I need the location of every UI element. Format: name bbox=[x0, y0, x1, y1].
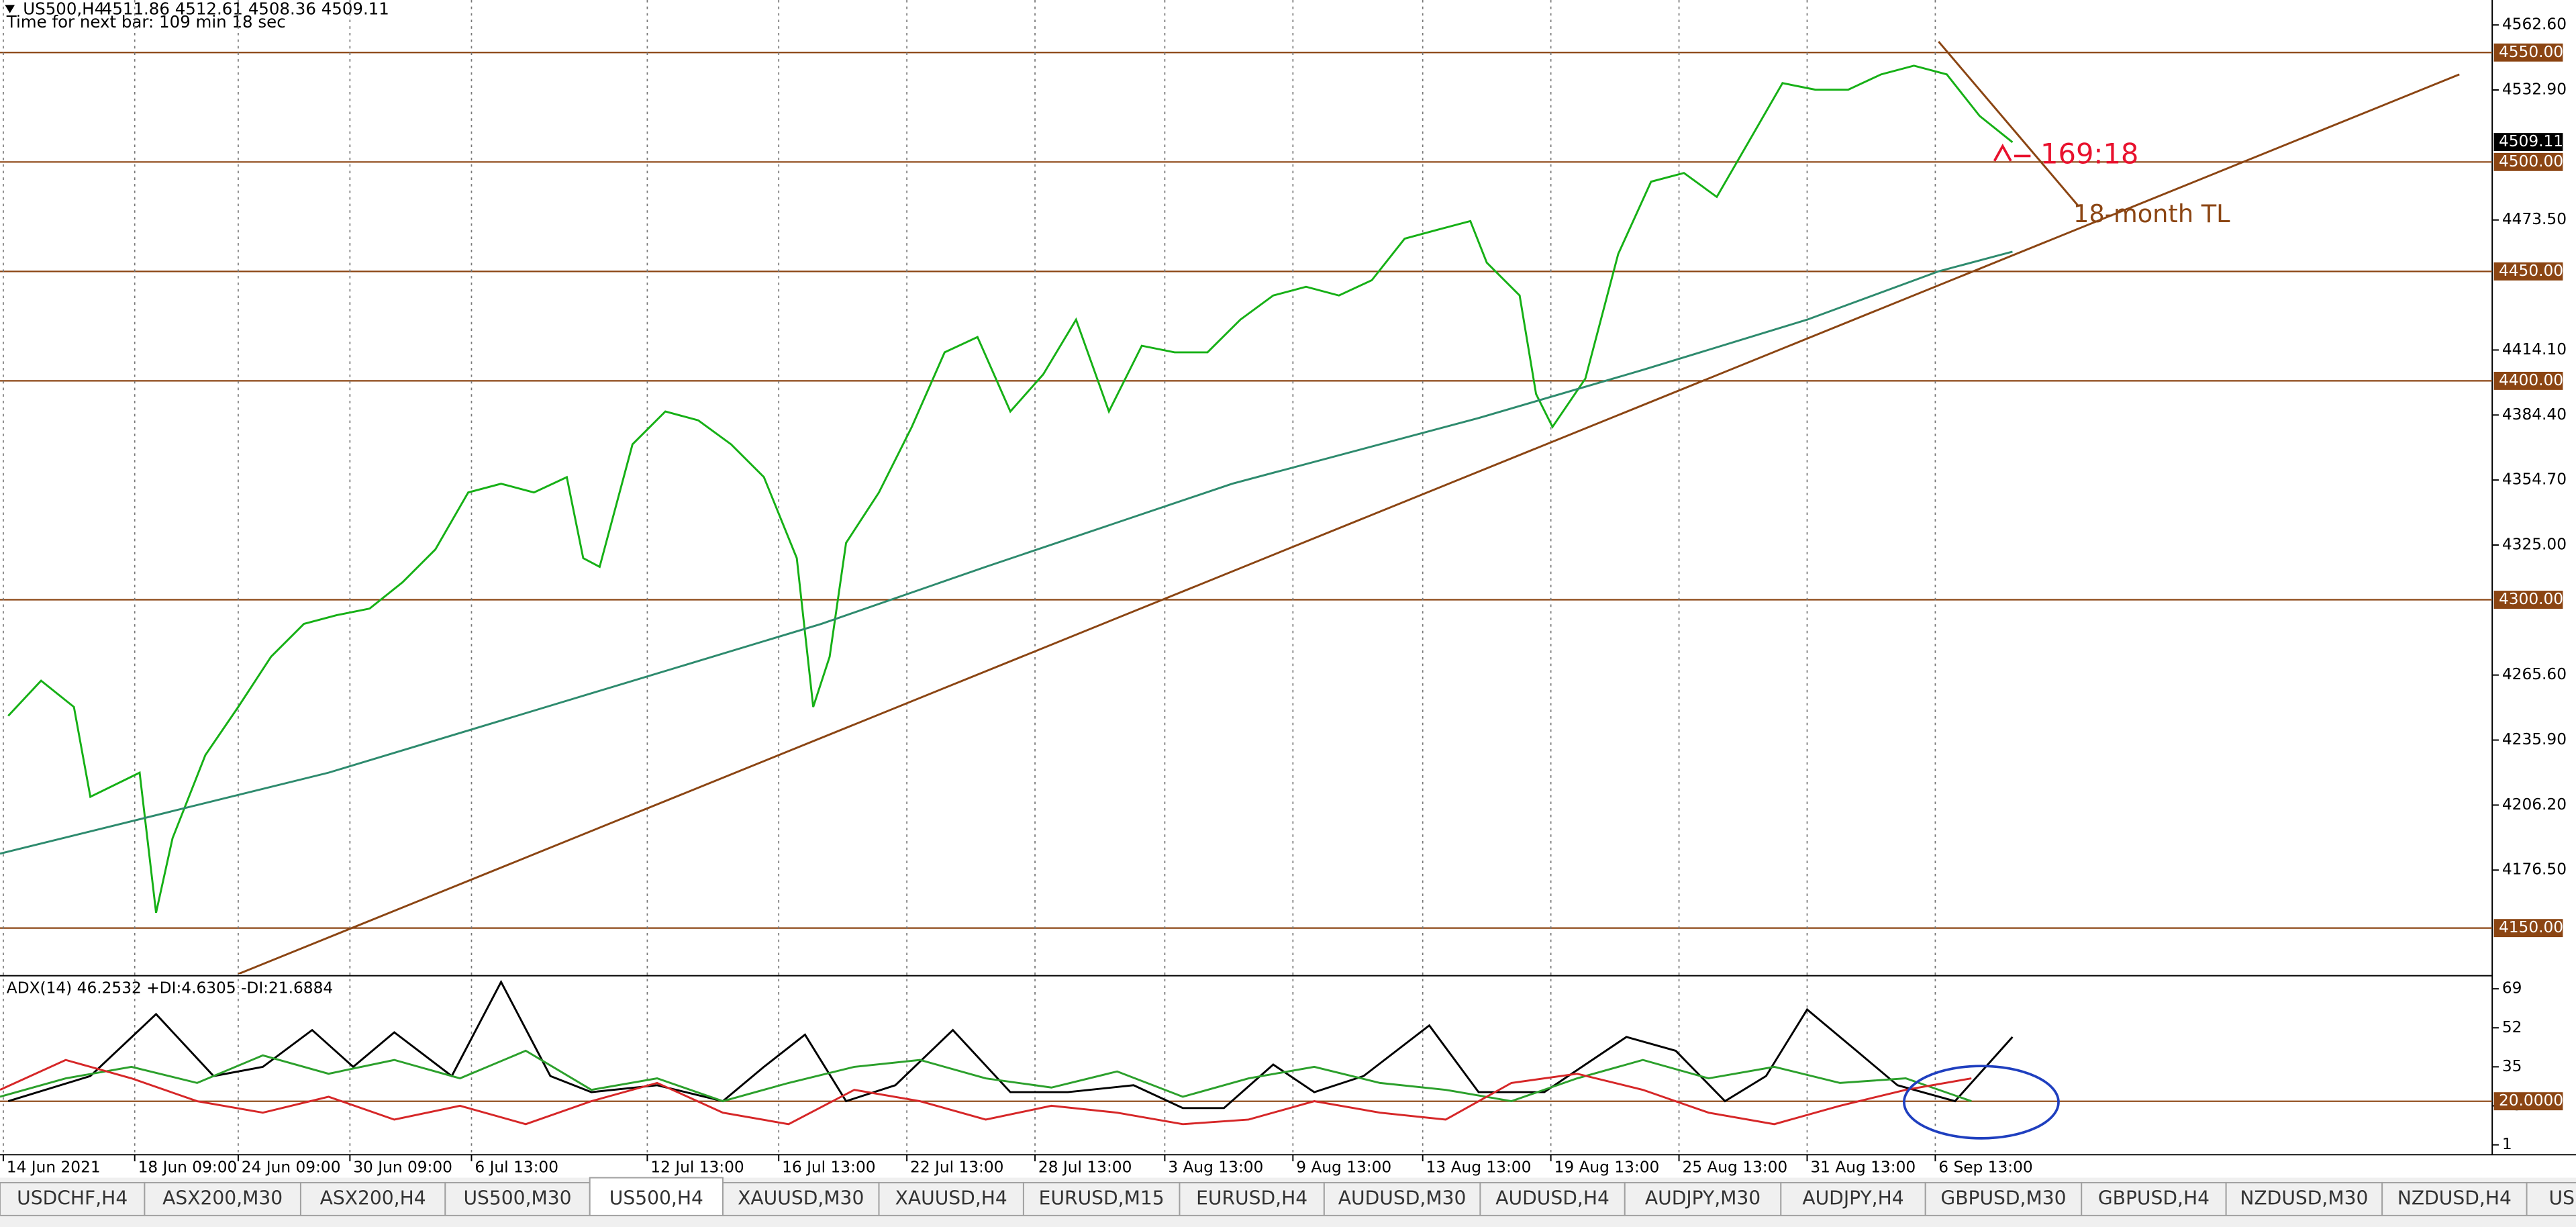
x-tick-label: 9 Aug 13:00 bbox=[1296, 1158, 1391, 1176]
tab-label[interactable]: USI bbox=[2548, 1187, 2576, 1209]
x-tick-label: 18 Jun 09:00 bbox=[138, 1158, 238, 1176]
tab-label[interactable]: ASX200,H4 bbox=[320, 1187, 426, 1209]
level-label: 4550.00 bbox=[2499, 43, 2563, 61]
y-tick-label: 4176.50 bbox=[2502, 861, 2567, 879]
tab-label[interactable]: GBPUSD,M30 bbox=[1940, 1187, 2066, 1209]
level-box bbox=[2493, 919, 2563, 938]
x-tick-label: 14 Jun 2021 bbox=[7, 1158, 101, 1176]
x-tick-label: 22 Jul 13:00 bbox=[910, 1158, 1003, 1176]
tab-label[interactable]: AUDJPY,M30 bbox=[1645, 1187, 1761, 1209]
series-line bbox=[7, 979, 2014, 1110]
tab-label[interactable]: AUDJPY,H4 bbox=[1802, 1187, 1903, 1209]
level-label: 4500.00 bbox=[2499, 152, 2563, 170]
tab-label[interactable]: NZDUSD,M30 bbox=[2240, 1187, 2368, 1209]
tab[interactable] bbox=[589, 1177, 724, 1216]
y-tick-label: 4325.00 bbox=[2502, 535, 2567, 553]
tab-label[interactable]: XAUUSD,H4 bbox=[895, 1187, 1007, 1209]
x-tick-label: 28 Jul 13:00 bbox=[1038, 1158, 1132, 1176]
y-tick-label: 4265.60 bbox=[2502, 665, 2567, 683]
last-price-label: 4509.11 bbox=[2499, 132, 2563, 150]
tab[interactable] bbox=[1924, 1181, 2083, 1216]
series-line bbox=[0, 1049, 1972, 1103]
y-tick-label: 4562.60 bbox=[2502, 15, 2567, 34]
countdown-label: 169:18 bbox=[2040, 137, 2138, 170]
tab[interactable] bbox=[0, 1181, 146, 1216]
level-label: 4300.00 bbox=[2499, 590, 2563, 608]
tab-label[interactable]: NZDUSD,H4 bbox=[2397, 1187, 2512, 1209]
tab[interactable] bbox=[2225, 1181, 2383, 1216]
tab[interactable] bbox=[1780, 1181, 1926, 1216]
tab-label[interactable]: XAUUSD,M30 bbox=[738, 1187, 864, 1209]
tab-label[interactable]: EURUSD,H4 bbox=[1196, 1187, 1307, 1209]
tab[interactable] bbox=[1323, 1181, 1481, 1216]
timer: Time for next bar: 109 min 18 sec bbox=[6, 12, 286, 32]
symbol: US500,H4 bbox=[23, 0, 105, 19]
tab[interactable] bbox=[2381, 1181, 2528, 1216]
tab-label[interactable]: ASX200,M30 bbox=[162, 1187, 283, 1209]
ohlc: 4511.86 4512.61 4508.36 4509.11 bbox=[102, 0, 389, 19]
y-tick-label: 4354.70 bbox=[2502, 471, 2567, 489]
y-tick-label: 4235.90 bbox=[2502, 730, 2567, 748]
tab[interactable] bbox=[1022, 1181, 1181, 1216]
x-tick-label: 6 Jul 13:00 bbox=[475, 1158, 558, 1176]
level-box bbox=[2493, 262, 2563, 281]
level-box bbox=[2493, 1092, 2563, 1111]
y-tick-label: 4414.10 bbox=[2502, 340, 2567, 358]
highlight-ellipse bbox=[1903, 1065, 2060, 1140]
menu-triangle bbox=[5, 5, 15, 13]
level-label: 4450.00 bbox=[2499, 262, 2563, 280]
tab-label[interactable]: AUDUSD,M30 bbox=[1338, 1187, 1467, 1209]
trendline-label: 18-month TL bbox=[2073, 199, 2230, 228]
y-tick-label: 4532.90 bbox=[2502, 81, 2567, 99]
series-line bbox=[7, 64, 2014, 914]
x-tick-label: 24 Jun 09:00 bbox=[242, 1158, 341, 1176]
level-box bbox=[2493, 152, 2563, 171]
x-tick-label: 13 Aug 13:00 bbox=[1426, 1158, 1532, 1176]
level-box bbox=[2493, 371, 2563, 390]
series-line bbox=[1938, 40, 2079, 207]
tab-label[interactable]: EURUSD,M15 bbox=[1039, 1187, 1165, 1209]
y-tick-label: 4206.20 bbox=[2502, 795, 2567, 814]
tab-label[interactable]: US500,H4 bbox=[609, 1187, 703, 1209]
last-price-box bbox=[2493, 133, 2563, 152]
tab[interactable] bbox=[444, 1181, 591, 1216]
tab[interactable] bbox=[1179, 1181, 1325, 1216]
indicator-title: ADX(14) 46.2532 +DI:4.6305 -DI:21.6884 bbox=[7, 979, 333, 997]
level-label: 4400.00 bbox=[2499, 371, 2563, 389]
x-tick-label: 19 Aug 13:00 bbox=[1554, 1158, 1660, 1176]
level-box bbox=[2493, 43, 2563, 62]
level-box bbox=[2493, 591, 2563, 609]
x-tick-label: 12 Jul 13:00 bbox=[650, 1158, 744, 1176]
tab-label[interactable]: USDCHF,H4 bbox=[17, 1187, 128, 1209]
series-line bbox=[238, 73, 2460, 975]
x-tick-label: 3 Aug 13:00 bbox=[1168, 1158, 1263, 1176]
x-tick-label: 31 Aug 13:00 bbox=[1810, 1158, 1916, 1176]
tab[interactable] bbox=[144, 1181, 301, 1216]
level-label: 4150.00 bbox=[2499, 918, 2563, 936]
x-tick-label: 30 Jun 09:00 bbox=[353, 1158, 452, 1176]
y-tick-label: 1 bbox=[2502, 1135, 2512, 1153]
x-tick-label: 16 Jul 13:00 bbox=[782, 1158, 875, 1176]
x-tick-label: 6 Sep 13:00 bbox=[1938, 1158, 2032, 1176]
tab[interactable] bbox=[1479, 1181, 1626, 1216]
tab-label[interactable]: US500,M30 bbox=[463, 1187, 571, 1209]
y-tick-label: 52 bbox=[2502, 1018, 2522, 1036]
arrow-marker bbox=[1993, 144, 2031, 162]
tab[interactable] bbox=[2526, 1181, 2576, 1216]
tab-label[interactable]: AUDUSD,H4 bbox=[1495, 1187, 1609, 1209]
series-line bbox=[0, 1059, 1972, 1126]
x-tick-label: 25 Aug 13:00 bbox=[1682, 1158, 1787, 1176]
tab-label[interactable]: GBPUSD,H4 bbox=[2098, 1187, 2210, 1209]
y-tick-label: 4384.40 bbox=[2502, 405, 2567, 424]
y-tick-label: 69 bbox=[2502, 979, 2522, 997]
y-tick-label: 4473.50 bbox=[2502, 210, 2567, 228]
series-line bbox=[0, 250, 2013, 855]
y-tick-label: 35 bbox=[2502, 1057, 2522, 1075]
level-label: 20.0000 bbox=[2499, 1091, 2563, 1110]
